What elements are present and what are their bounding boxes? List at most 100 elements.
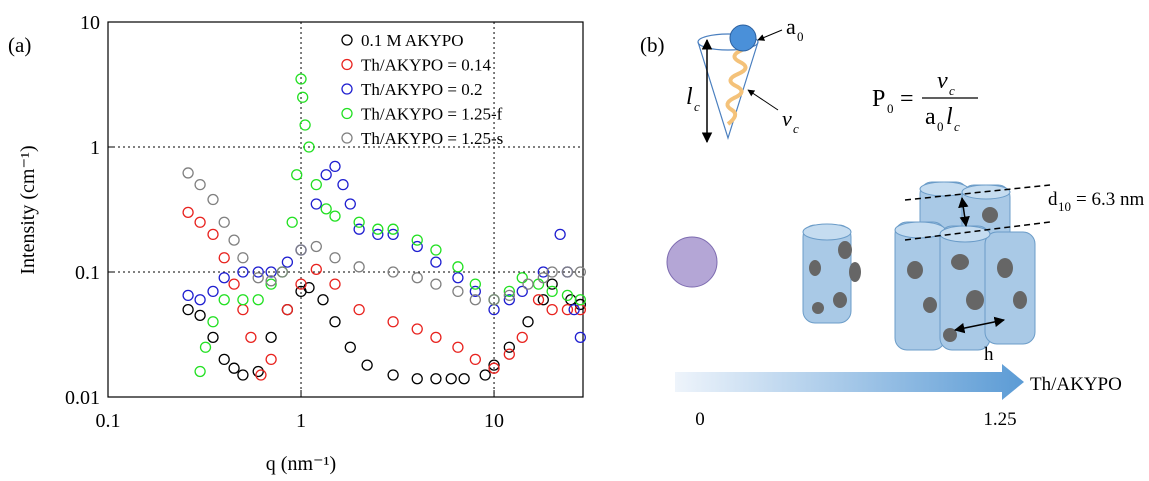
legend-marker — [341, 58, 353, 71]
legend-label: Th/AKYPO = 1.25-s — [361, 129, 503, 148]
data-point — [237, 303, 249, 316]
panel-label: (a) — [8, 33, 31, 57]
y-tick-label: 1 — [90, 137, 100, 159]
data-point — [207, 228, 219, 241]
data-point — [479, 369, 491, 381]
start-label: 0 — [695, 409, 705, 430]
data-point — [281, 256, 294, 268]
legend-marker — [341, 132, 353, 144]
data-point — [182, 167, 194, 179]
data-point — [303, 141, 315, 153]
data-point — [411, 373, 423, 385]
data-point — [503, 285, 515, 298]
data-point — [194, 216, 206, 228]
spacing-label: d — [1048, 189, 1058, 210]
diagram-b: (b) l c a 0 v c P 0 = v c a 0 l c — [640, 14, 1144, 430]
formula-den-a-sub: 0 — [937, 119, 944, 134]
data-point — [218, 216, 230, 228]
volume-sub: c — [793, 121, 799, 136]
cone-top — [697, 33, 759, 51]
dashed-line — [904, 221, 1051, 241]
spacing-sub: 10 — [1058, 199, 1071, 214]
data-point — [320, 203, 332, 215]
data-point — [361, 359, 373, 371]
data-point — [207, 285, 219, 298]
data-point — [430, 331, 442, 344]
head-sub: 0 — [797, 29, 804, 44]
data-point — [411, 323, 423, 335]
data-point — [372, 223, 384, 235]
dashed-line — [904, 184, 1051, 201]
legend-marker — [341, 34, 353, 46]
data-point — [265, 331, 277, 344]
data-point — [537, 266, 549, 278]
data-point — [237, 252, 249, 264]
data-point — [265, 278, 277, 290]
y-tick-label: 0.01 — [65, 387, 100, 409]
data-point — [310, 198, 322, 210]
data-point — [218, 353, 230, 366]
data-point — [194, 365, 206, 378]
data-point — [353, 216, 365, 228]
y-tick-label: 10 — [80, 12, 100, 34]
data-point — [546, 278, 558, 290]
data-point — [546, 266, 558, 278]
data-point — [430, 373, 442, 385]
data-point — [387, 223, 399, 235]
y-tick-label: 0.1 — [75, 262, 100, 284]
data-point — [430, 278, 442, 290]
data-point — [237, 294, 249, 306]
data-point — [469, 294, 481, 306]
data-point — [411, 234, 423, 246]
data-point — [387, 369, 399, 381]
data-point — [574, 294, 586, 306]
data-point — [295, 278, 307, 290]
formula-den-l-sub: c — [954, 119, 960, 134]
data-point — [252, 365, 264, 378]
data-point — [310, 263, 322, 276]
data-point — [387, 228, 399, 241]
data-point — [182, 289, 194, 302]
data-point — [276, 266, 288, 278]
data-point — [207, 316, 219, 328]
data-point — [469, 285, 481, 298]
data-point — [522, 278, 534, 290]
data-point — [411, 240, 423, 253]
data-point — [430, 244, 442, 256]
data-point — [516, 285, 528, 298]
legend-label: 0.1 M AKYPO — [361, 31, 464, 50]
data-point — [516, 331, 528, 344]
legend-label: Th/AKYPO = 0.2 — [361, 80, 483, 99]
data-point — [561, 266, 574, 278]
data-point — [488, 362, 500, 374]
spherical-micelle — [666, 236, 718, 288]
data-point — [516, 272, 528, 284]
volume-label: v — [782, 106, 792, 131]
data-point — [228, 362, 240, 374]
data-point — [237, 369, 249, 381]
data-point — [207, 193, 219, 206]
data-point — [546, 303, 558, 316]
data-point — [537, 272, 549, 284]
data-point — [353, 303, 365, 316]
head-arrow — [757, 29, 783, 41]
data-point — [252, 272, 264, 284]
data-point — [228, 234, 240, 246]
data-point — [182, 206, 194, 219]
formula-den-a: a — [925, 104, 936, 130]
data-point — [503, 348, 515, 360]
data-point — [295, 244, 307, 256]
data-point — [252, 266, 264, 278]
data-point — [329, 252, 341, 264]
data-point — [317, 294, 329, 306]
length-sub: c — [694, 99, 700, 114]
data-point — [286, 216, 298, 228]
data-point — [329, 316, 341, 328]
head-label: a — [786, 14, 796, 39]
data-point — [537, 294, 549, 306]
data-point — [295, 73, 307, 85]
data-point — [291, 169, 303, 181]
data-point — [353, 261, 365, 273]
data-point — [522, 316, 534, 328]
x-tick-label: 10 — [484, 410, 504, 432]
